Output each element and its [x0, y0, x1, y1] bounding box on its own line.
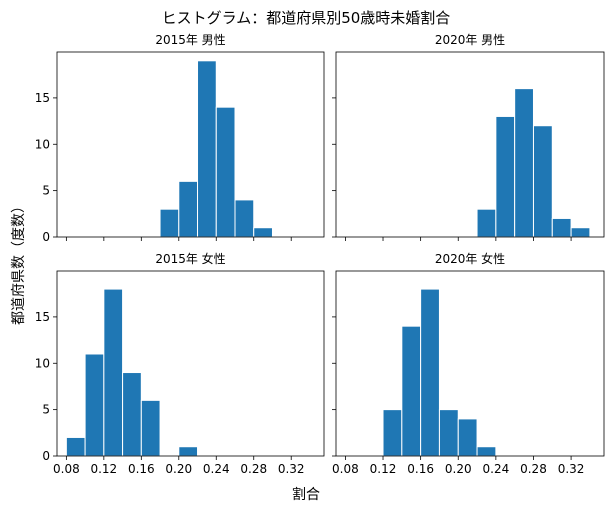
panel-title: 2015年 女性 [155, 251, 225, 266]
histogram-bar [140, 399, 161, 457]
histogram-bar [382, 409, 403, 457]
histogram-bar [495, 115, 516, 238]
y-tick-label: 10 [35, 137, 50, 151]
panel-title: 2020年 女性 [435, 251, 505, 266]
x-tick-label: 0.28 [240, 462, 267, 476]
histogram-bar [197, 60, 217, 238]
histogram-bar [532, 125, 553, 238]
histogram-bar [215, 106, 236, 238]
x-tick-label: 0.12 [370, 462, 397, 476]
y-tick-label: 10 [35, 356, 50, 370]
panel-title: 2020年 男性 [435, 33, 505, 47]
y-tick-label: 0 [42, 230, 50, 244]
x-tick-label: 0.08 [332, 462, 359, 476]
histogram-bar [476, 208, 497, 238]
histogram-bar [234, 199, 255, 238]
x-tick-label: 0.32 [558, 462, 585, 476]
y-tick-label: 5 [42, 184, 50, 198]
panel-title: 2015年 男性 [155, 33, 225, 47]
histogram-bar [122, 372, 142, 457]
x-tick-label: 0.08 [53, 462, 80, 476]
histogram-bar [438, 409, 459, 457]
histogram-bar [84, 353, 105, 457]
histogram-bar [178, 180, 199, 238]
x-tick-label: 0.24 [203, 462, 230, 476]
histogram-panel: 2015年 女性 0.08 0.12 0.16 0.20 0.24 0.28 0.32 0 5 10… [35, 251, 325, 476]
y-tick-label: 0 [42, 449, 50, 463]
x-axis-label: 割合 [292, 486, 320, 503]
histogram-panel: 2015年 男性 0 5 10 15 [35, 33, 325, 244]
x-tick-label: 0.12 [90, 462, 117, 476]
histogram-bar [178, 446, 199, 457]
histogram-bar [457, 418, 478, 457]
y-axis-label: 都道府県数（度数） [11, 199, 27, 325]
x-tick-label: 0.16 [407, 462, 434, 476]
histogram-bar [514, 88, 534, 238]
panels-group: 2015年 男性 0 5 10 15 2020年 男性 2015年 女性 0.08 0.12 0.… [35, 33, 605, 476]
x-tick-label: 0.16 [128, 462, 155, 476]
x-tick-label: 0.24 [483, 462, 510, 476]
histogram-bar [65, 436, 86, 457]
histogram-bar [103, 288, 124, 457]
figure-title: ヒストグラム：都道府県別50歳時未婚割合 [162, 9, 451, 27]
x-tick-label: 0.20 [445, 462, 472, 476]
y-tick-label: 15 [35, 310, 50, 324]
histogram-bar [420, 288, 440, 457]
x-tick-label: 0.20 [165, 462, 192, 476]
x-tick-label: 0.28 [520, 462, 547, 476]
y-tick-label: 15 [35, 91, 50, 105]
histogram-bar [476, 446, 497, 457]
y-tick-label: 5 [42, 403, 50, 417]
histogram-bar [253, 227, 273, 238]
plot-frame [335, 51, 605, 238]
histogram-panel: 2020年 男性 [332, 33, 605, 241]
histogram-panel: 2020年 女性 0.08 0.12 0.16 0.20 0.24 0.28 0.32 [332, 251, 605, 476]
x-tick-label: 0.32 [278, 462, 305, 476]
histogram-bar [570, 227, 591, 238]
histogram-bar [401, 325, 422, 457]
histogram-bar [551, 217, 572, 238]
histogram-bar [159, 208, 180, 238]
